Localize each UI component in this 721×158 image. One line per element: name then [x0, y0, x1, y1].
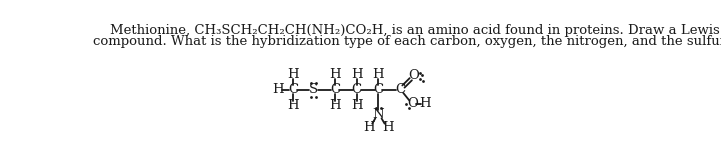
Text: C: C: [288, 83, 298, 96]
Text: H: H: [288, 99, 299, 112]
Text: O: O: [407, 97, 418, 110]
Text: compound. What is the hybridization type of each carbon, oxygen, the nitrogen, a: compound. What is the hybridization type…: [93, 35, 721, 48]
Text: H: H: [351, 99, 363, 112]
Text: S: S: [309, 83, 318, 96]
Text: Methionine, CH₃SCH₂CH₂CH(NH₂)CO₂H, is an amino acid found in proteins. Draw a Le: Methionine, CH₃SCH₂CH₂CH(NH₂)CO₂H, is an…: [93, 24, 721, 37]
Text: H: H: [373, 68, 384, 81]
Text: H: H: [288, 68, 299, 81]
Text: N: N: [373, 108, 384, 121]
Text: C: C: [330, 83, 340, 96]
Text: C: C: [352, 83, 362, 96]
Text: C: C: [395, 83, 405, 96]
Text: H: H: [382, 121, 394, 134]
Text: O: O: [409, 69, 420, 82]
Text: H: H: [272, 83, 283, 96]
Text: H: H: [419, 97, 430, 110]
Text: H: H: [329, 68, 341, 81]
Text: C: C: [373, 83, 384, 96]
Text: H: H: [329, 99, 341, 112]
Text: H: H: [363, 121, 375, 134]
Text: H: H: [351, 68, 363, 81]
